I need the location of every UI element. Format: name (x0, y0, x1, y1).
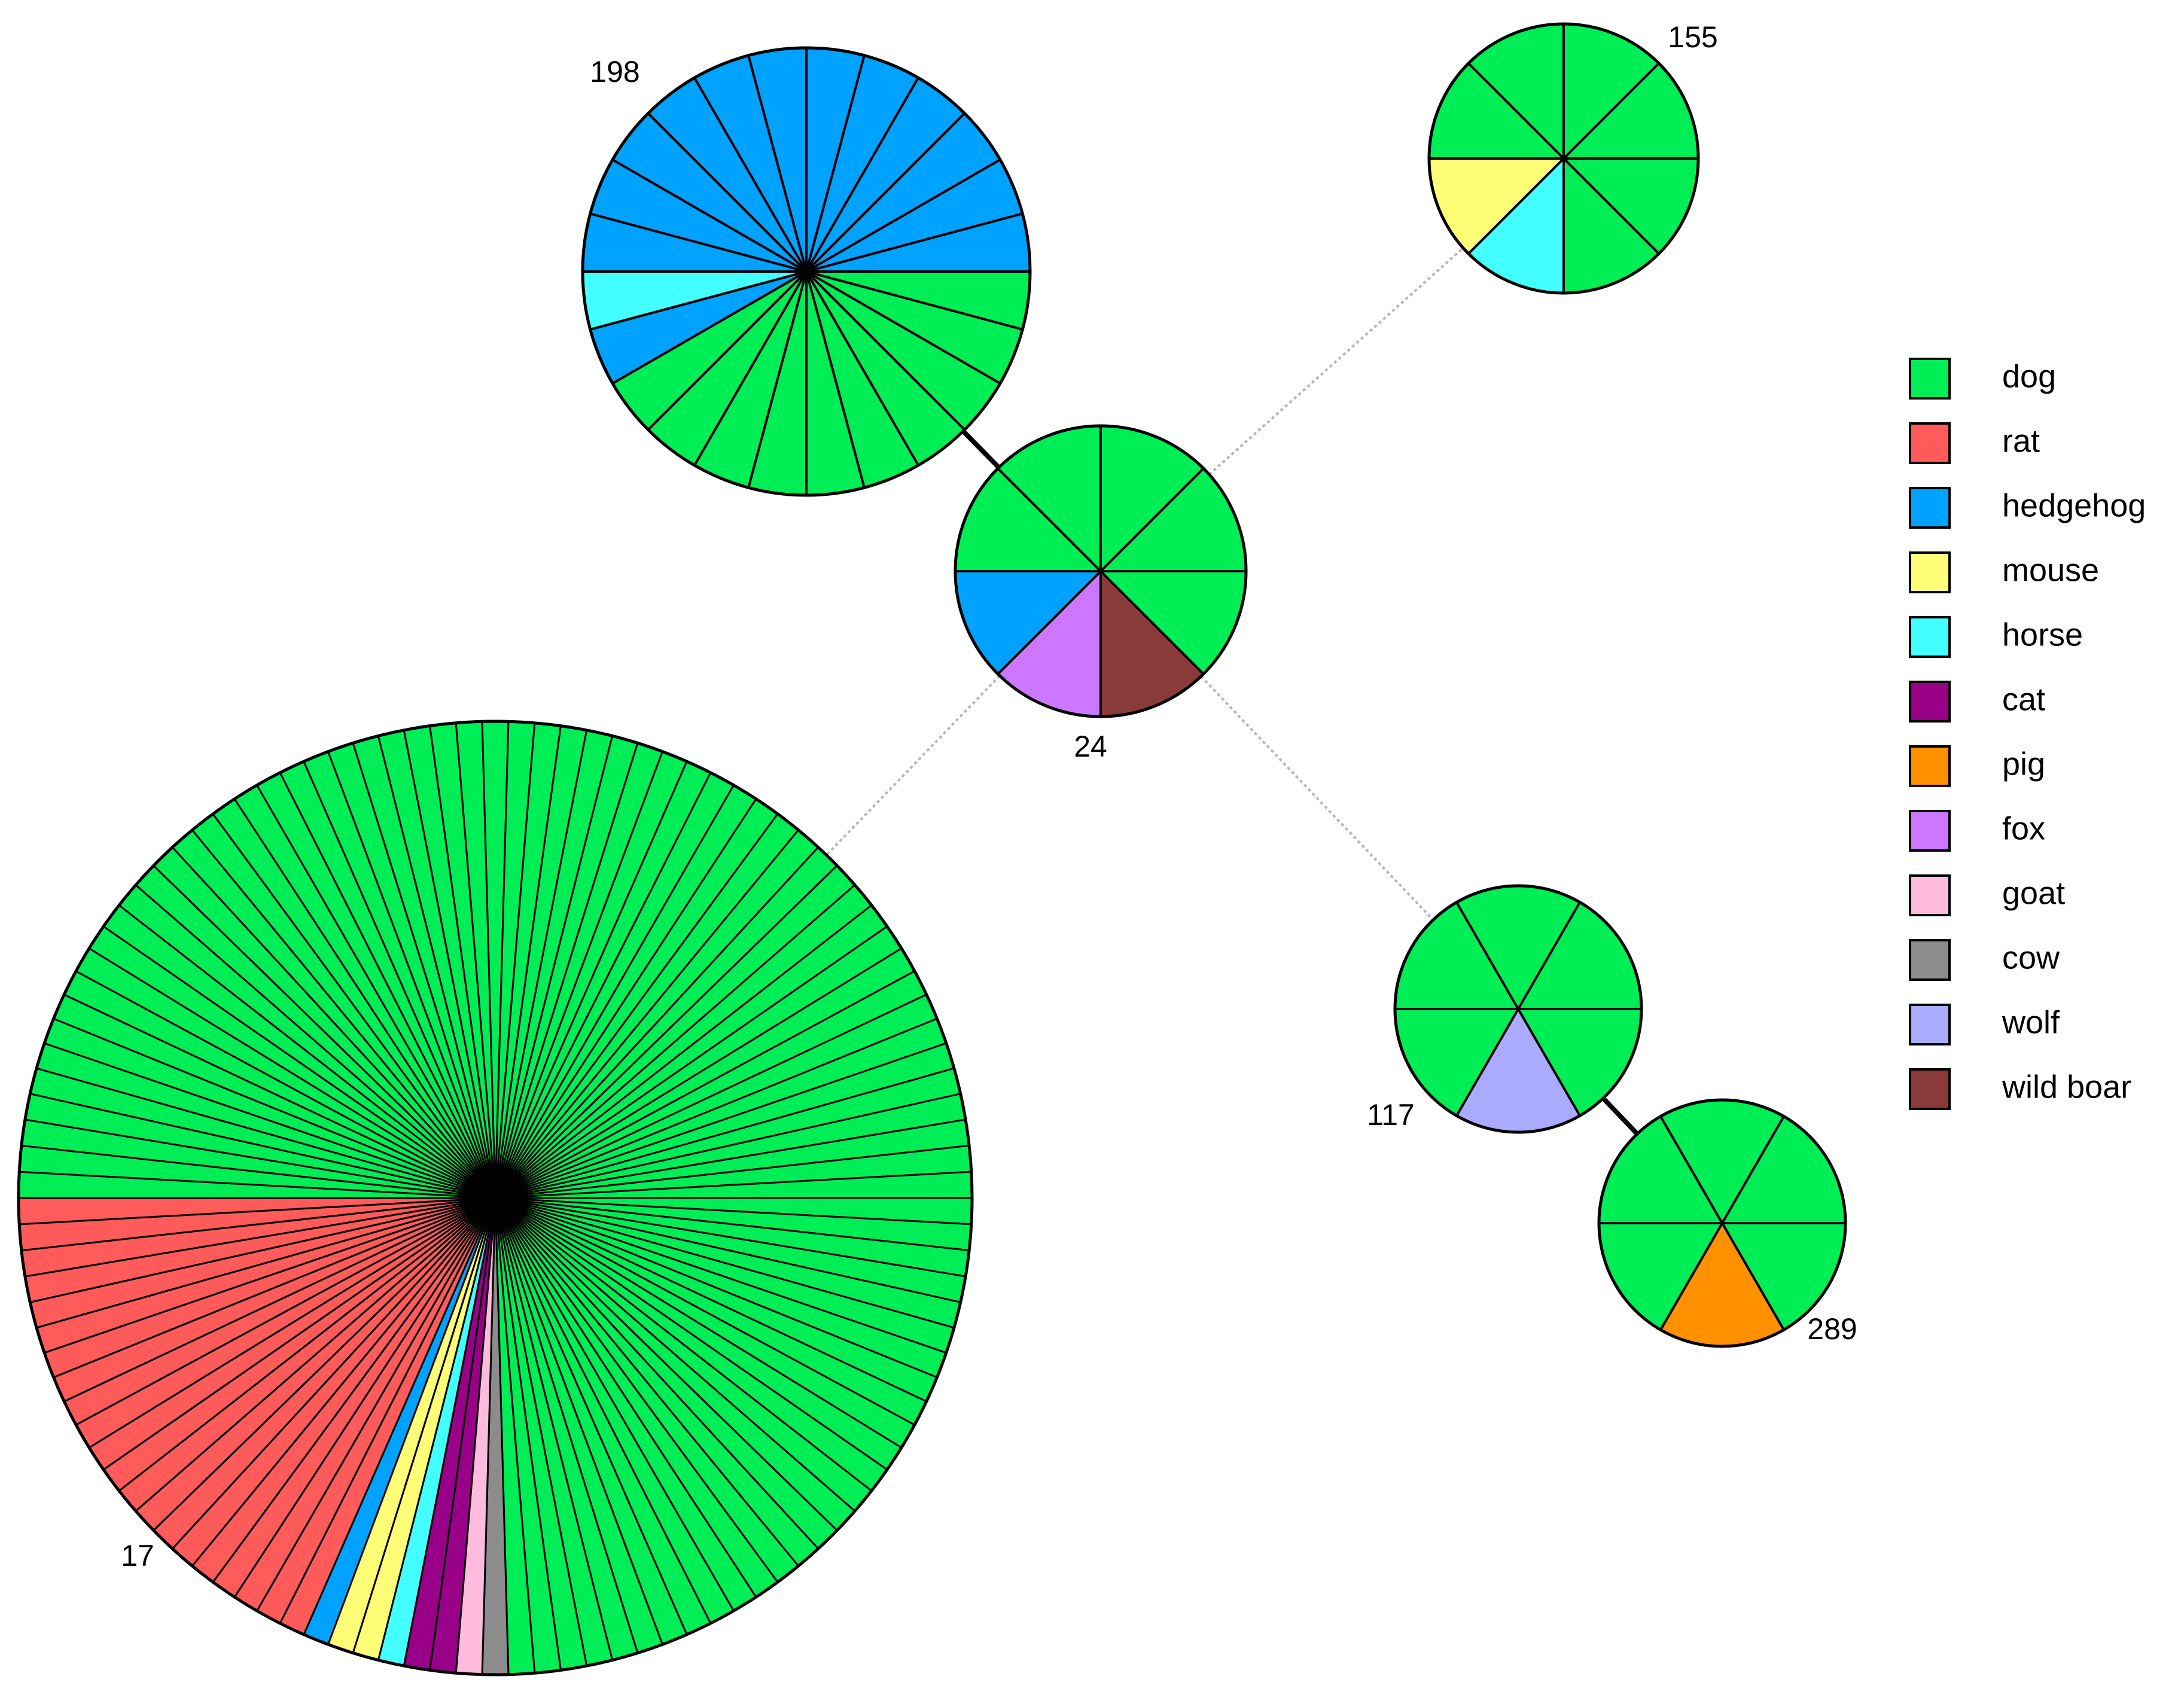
edge-n24-n117 (1200, 675, 1434, 921)
legend-item-cow: cow (1909, 939, 2060, 981)
node-outline (17, 720, 974, 1676)
legend-swatch (1909, 616, 1951, 658)
legend-item-pig: pig (1909, 745, 2045, 787)
legend-label: cat (2002, 681, 2045, 717)
node-outline (954, 424, 1248, 718)
legend-item-dog: dog (1909, 358, 2056, 400)
haplotype-node-289 (1597, 1098, 1847, 1348)
nodes-layer (17, 22, 1847, 1676)
legend: dog rat hedgehog mouse horse cat pig fox goat cow… (1909, 358, 2146, 1110)
legend-swatch (1909, 874, 1951, 916)
node-label-24: 24 (1074, 730, 1107, 763)
legend-swatch (1909, 358, 1951, 400)
legend-label: fox (2002, 810, 2045, 846)
legend-label: rat (2002, 423, 2040, 459)
edge-n24-n17 (826, 675, 1001, 856)
node-label-17: 17 (121, 1539, 154, 1572)
legend-swatch (1909, 745, 1951, 787)
legend-swatch (1909, 551, 1951, 593)
legend-swatch (1909, 939, 1951, 981)
edge-n198-n24 (961, 429, 1001, 470)
legend-label: hedgehog (2002, 487, 2146, 523)
haplotype-node-198 (581, 46, 1032, 497)
edge-n117-n289 (1601, 1096, 1639, 1136)
legend-item-mouse: mouse (1909, 551, 2099, 593)
legend-swatch (1909, 487, 1951, 529)
legend-label: mouse (2002, 552, 2099, 588)
legend-swatch (1909, 1068, 1951, 1110)
node-label-198: 198 (590, 55, 639, 89)
legend-item-goat: goat (1909, 874, 2065, 916)
legend-item-hedgehog: hedgehog (1909, 487, 2146, 529)
legend-item-wild-boar: wild boar (1909, 1068, 2131, 1110)
node-outline (1427, 22, 1700, 295)
node-outline (1393, 884, 1643, 1134)
haplotype-node-17 (17, 720, 974, 1676)
legend-label: pig (2002, 746, 2045, 782)
node-label-117: 117 (1367, 1098, 1415, 1132)
legend-label: goat (2002, 875, 2065, 911)
legend-item-fox: fox (1909, 810, 2045, 852)
legend-swatch (1909, 422, 1951, 464)
node-label-155: 155 (1668, 20, 1717, 54)
legend-item-cat: cat (1909, 681, 2045, 723)
legend-swatch (1909, 681, 1951, 723)
haplotype-node-155 (1427, 22, 1700, 295)
labels-layer: 198 155 24 117 289 17 (121, 20, 1857, 1572)
legend-label: dog (2002, 358, 2056, 394)
node-label-289: 289 (1807, 1312, 1857, 1346)
legend-swatch (1909, 810, 1951, 852)
legend-item-wolf: wolf (1909, 1004, 2060, 1045)
node-outline (1597, 1098, 1847, 1348)
legend-item-horse: horse (1909, 616, 2083, 658)
node-outline (581, 46, 1032, 497)
legend-label: wild boar (2002, 1069, 2131, 1105)
legend-item-rat: rat (1909, 422, 2040, 464)
haplotype-node-117 (1393, 884, 1643, 1134)
legend-swatch (1909, 1004, 1951, 1045)
legend-label: horse (2002, 617, 2083, 653)
haplotype-node-24 (954, 424, 1248, 718)
legend-label: wolf (2002, 1004, 2060, 1040)
edge-n24-n155 (1208, 247, 1464, 475)
edges-layer (826, 247, 1639, 1136)
legend-label: cow (2002, 940, 2060, 976)
